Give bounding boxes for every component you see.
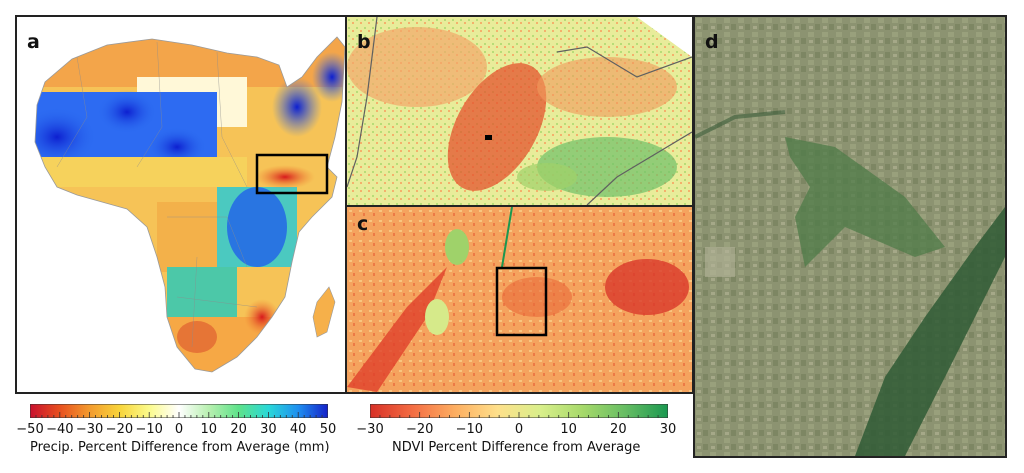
precip-colorbar-label: Precip. Percent Difference from Average … bbox=[30, 440, 330, 455]
precip-tick-label: −20 bbox=[105, 422, 134, 437]
precip-tick-label: 50 bbox=[319, 422, 337, 437]
precip-tick-label: −10 bbox=[135, 422, 163, 437]
precip-tick-label: 0 bbox=[174, 422, 184, 437]
precip-tick-label: 30 bbox=[260, 422, 277, 437]
ndvi-regional-map bbox=[347, 17, 692, 205]
ndvi-tick-label: −20 bbox=[405, 422, 434, 437]
panel-c-ndvi-zoom: c bbox=[345, 205, 694, 394]
panel-d-satellite-image: d bbox=[693, 15, 1007, 458]
panel-letter-d: d bbox=[705, 31, 719, 53]
panel-letter-a: a bbox=[27, 31, 40, 53]
precip-tick-label: −40 bbox=[46, 422, 74, 437]
precip-tick-label: −30 bbox=[75, 422, 104, 437]
africa-precip-map bbox=[17, 17, 345, 392]
ndvi-tick-label: −10 bbox=[455, 422, 484, 437]
ndvi-gradient-rect bbox=[370, 404, 668, 418]
panel-a-precip-map: a bbox=[15, 15, 347, 394]
precip-tick-label: −50 bbox=[16, 422, 44, 437]
ndvi-tick-label: 0 bbox=[514, 422, 524, 437]
ndvi-colorbar-label: NDVI Percent Difference from Average bbox=[392, 440, 641, 455]
ndvi-tick-label: 20 bbox=[610, 422, 627, 437]
ndvi-colorbar bbox=[370, 404, 668, 418]
ndvi-zoom-map bbox=[347, 207, 692, 392]
precip-tick-label: 10 bbox=[200, 422, 218, 437]
ndvi-tick-label: 30 bbox=[659, 422, 677, 437]
panel-letter-b: b bbox=[357, 31, 371, 53]
inset-box-b bbox=[485, 135, 492, 140]
inset-box-c bbox=[495, 266, 548, 337]
panel-b-ndvi-regional: b bbox=[345, 15, 694, 207]
ndvi-tick-label: −30 bbox=[356, 422, 384, 437]
satellite-imagery bbox=[695, 17, 1005, 456]
precip-tick-label: 40 bbox=[289, 422, 307, 437]
inset-box-a bbox=[255, 153, 329, 195]
ndvi-colorbar-gradient bbox=[370, 404, 668, 418]
precip-gradient-rect bbox=[30, 404, 328, 418]
ndvi-tick-label: 10 bbox=[560, 422, 577, 437]
precip-colorbar-gradient bbox=[30, 404, 328, 418]
precip-colorbar bbox=[30, 404, 328, 418]
panel-letter-c: c bbox=[357, 213, 369, 235]
precip-tick-label: 20 bbox=[230, 422, 247, 437]
